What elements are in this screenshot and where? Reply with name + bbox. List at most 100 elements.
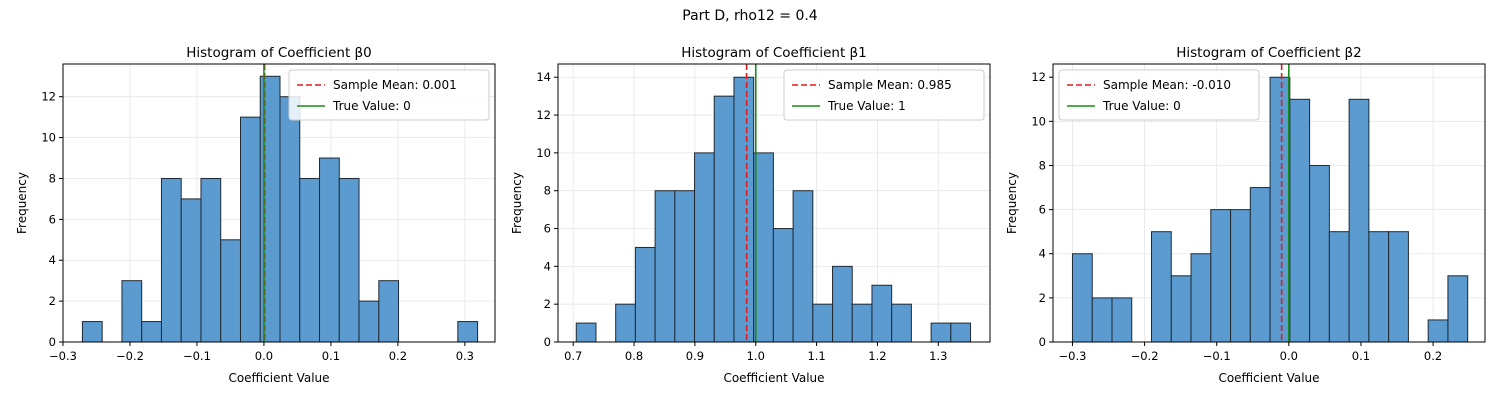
legend: Sample Mean: -0.010 True Value: 0	[1058, 69, 1260, 121]
histogram-bar	[279, 96, 301, 343]
histogram-bar	[1269, 76, 1291, 343]
histogram-bar	[1071, 253, 1093, 343]
histogram-bar	[220, 239, 241, 343]
histogram-bar	[871, 284, 893, 343]
legend-label-true: True Value: 0	[1102, 99, 1181, 113]
y-tick-label: 4	[1039, 247, 1046, 261]
panel-title: Histogram of Coefficient β2	[1176, 45, 1362, 61]
histogram-bar	[753, 152, 774, 343]
histogram-bar	[200, 177, 222, 343]
y-tick-label: 12	[41, 90, 56, 104]
histogram-bar	[378, 280, 400, 343]
histogram-bar	[792, 190, 814, 343]
x-tick-label: −0.2	[1131, 349, 1159, 363]
x-tick-label: 1.3	[929, 349, 947, 363]
histogram-bar	[1190, 253, 1212, 343]
y-tick-label: 8	[1039, 158, 1046, 172]
y-tick-label: 0	[49, 335, 56, 349]
y-tick-label: 10	[1031, 114, 1046, 128]
histogram-bar	[1447, 275, 1469, 343]
histogram-bar	[338, 177, 360, 343]
histogram-bar	[615, 303, 636, 343]
histogram-bar	[1289, 98, 1311, 343]
axes-frame	[1052, 63, 1486, 343]
legend-box	[1058, 69, 1260, 121]
histogram-bar	[1111, 297, 1133, 343]
x-axis-label: Coefficient Value	[228, 371, 329, 385]
panel-title: Histogram of Coefficient β1	[681, 45, 867, 61]
histogram-bar	[81, 321, 103, 343]
y-tick-label: 8	[49, 171, 56, 185]
y-tick-label: 6	[1039, 203, 1046, 217]
histogram-bar	[713, 95, 735, 343]
y-tick-label: 0	[1039, 335, 1046, 349]
x-tick-label: 0.2	[389, 349, 407, 363]
y-tick-label: 2	[544, 297, 551, 311]
histogram-bar	[851, 303, 873, 343]
y-axis-label: Frequency	[1005, 172, 1019, 234]
legend-label-mean: Sample Mean: 0.985	[828, 78, 952, 92]
legend-label-mean: Sample Mean: 0.001	[333, 78, 457, 92]
y-tick-label: 12	[1031, 70, 1046, 84]
histogram-bar	[141, 321, 162, 343]
y-tick-label: 8	[544, 184, 551, 198]
histogram-bar	[457, 321, 479, 343]
legend: Sample Mean: 0.001 True Value: 0	[288, 69, 490, 121]
histogram-bar	[1368, 231, 1390, 343]
x-tick-label: 0.8	[625, 349, 643, 363]
histogram-bar	[930, 322, 952, 343]
legend-box	[783, 69, 985, 121]
y-tick-label: 4	[49, 253, 56, 267]
x-tick-label: 0.2	[1424, 349, 1442, 363]
x-axis-label: Coefficient Value	[723, 371, 824, 385]
x-tick-label: 0.7	[564, 349, 582, 363]
histogram-bar	[1309, 164, 1330, 343]
histogram-bar	[1210, 209, 1232, 343]
histogram-panel-1: 0.7 0.8 0.9 1.0 1.1 1.2 1.3 0 2 4 6 8 10 12 14 Histogra…	[510, 45, 991, 385]
histogram-bar	[1170, 275, 1192, 343]
legend-box	[288, 69, 490, 121]
y-tick-label: 10	[536, 146, 551, 160]
histogram-bar	[1328, 231, 1350, 343]
histogram-bar	[160, 177, 182, 343]
x-tick-label: 1.2	[868, 349, 886, 363]
y-tick-label: 6	[49, 212, 56, 226]
histogram-bar	[694, 152, 715, 343]
figure-suptitle: Part D, rho12 = 0.4	[682, 8, 818, 24]
histogram-bar	[1388, 231, 1409, 343]
axes-frame	[62, 63, 496, 343]
y-tick-label: 2	[1039, 291, 1046, 305]
histogram-bar	[772, 228, 794, 343]
histogram-bar	[358, 300, 380, 343]
histogram-bar	[832, 265, 853, 343]
x-tick-label: 0.3	[456, 349, 474, 363]
histogram-bar	[950, 322, 972, 343]
histogram-bar	[812, 303, 834, 343]
x-tick-label: −0.3	[1059, 349, 1087, 363]
y-tick-label: 6	[544, 222, 551, 236]
histogram-bar	[180, 198, 202, 343]
x-tick-label: 1.1	[807, 349, 825, 363]
histogram-bar	[674, 190, 696, 343]
y-axis-label: Frequency	[15, 172, 29, 234]
histogram-bar	[733, 76, 755, 343]
y-tick-label: 10	[41, 131, 56, 145]
x-axis-label: Coefficient Value	[1218, 371, 1319, 385]
legend-label-true: True Value: 0	[332, 99, 411, 113]
histogram-bar	[654, 190, 676, 343]
histogram-panel-0: −0.3 −0.2 −0.1 0.0 0.1 0.2 0.3 0 2 4 6 8 10 12 Histogr…	[15, 45, 496, 385]
x-tick-label: 0.9	[686, 349, 704, 363]
histogram-bar	[239, 116, 261, 343]
y-tick-label: 2	[49, 294, 56, 308]
histogram-bar	[1249, 187, 1271, 343]
histogram-panel-2: −0.3 −0.2 −0.1 0.0 0.1 0.2 0 2 4 6 8 10 12 Histogram …	[1005, 45, 1486, 385]
x-tick-label: 1.0	[747, 349, 765, 363]
histogram-bar	[891, 303, 912, 343]
y-tick-label: 4	[544, 259, 551, 273]
histogram-bar	[299, 177, 321, 343]
axes-frame	[557, 63, 991, 343]
x-tick-label: −0.2	[116, 349, 144, 363]
histogram-bar	[319, 157, 340, 343]
x-tick-label: 0.1	[1352, 349, 1370, 363]
